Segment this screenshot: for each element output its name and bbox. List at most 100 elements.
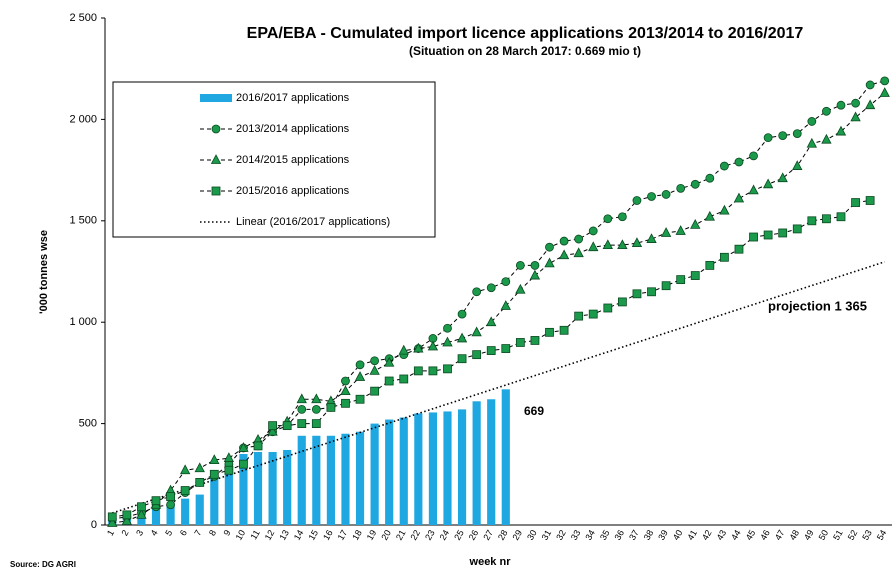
x-tick-label: 7: [192, 528, 203, 537]
marker: [486, 283, 496, 293]
x-tick-label: 19: [365, 528, 379, 542]
marker: [384, 356, 395, 367]
x-tick-label: 46: [758, 528, 772, 542]
marker: [778, 228, 788, 238]
x-tick-label: 16: [321, 528, 335, 542]
bar: [443, 411, 452, 525]
marker: [690, 219, 701, 229]
marker: [647, 287, 656, 297]
marker: [704, 210, 715, 221]
marker: [443, 323, 452, 333]
marker: [326, 402, 336, 412]
marker: [734, 157, 744, 167]
marker: [864, 99, 876, 110]
marker: [588, 226, 598, 236]
marker: [501, 344, 511, 353]
x-tick-label: 32: [554, 528, 568, 542]
marker: [296, 393, 307, 404]
marker: [500, 300, 511, 310]
marker: [311, 419, 321, 429]
marker: [574, 234, 584, 244]
x-tick-label: 1: [105, 528, 116, 537]
marker: [267, 425, 278, 436]
marker: [195, 478, 205, 487]
marker: [705, 173, 715, 183]
marker: [574, 311, 584, 321]
marker: [705, 261, 715, 270]
marker: [792, 224, 802, 234]
x-tick-label: 51: [831, 528, 845, 542]
x-tick-label: 15: [306, 528, 320, 542]
legend-label: 2015/2016 applications: [236, 185, 350, 197]
marker: [690, 179, 700, 189]
marker: [749, 151, 758, 161]
x-tick-label: 20: [379, 528, 393, 542]
marker: [559, 236, 569, 246]
y-tick-label: 2 500: [69, 12, 97, 24]
x-tick-label: 6: [178, 528, 189, 537]
marker: [646, 233, 657, 243]
marker: [515, 261, 525, 270]
x-tick-label: 27: [481, 528, 495, 542]
marker: [822, 106, 831, 116]
marker: [719, 252, 729, 262]
annotation: 669: [524, 404, 544, 418]
marker: [472, 287, 482, 297]
marker: [822, 214, 831, 224]
marker: [457, 309, 467, 319]
marker: [588, 309, 598, 319]
x-tick-label: 28: [496, 528, 510, 542]
x-tick-label: 54: [875, 528, 889, 542]
marker: [865, 80, 875, 90]
bar: [341, 433, 350, 525]
marker: [603, 303, 613, 313]
bar: [224, 464, 233, 525]
marker: [631, 237, 643, 248]
marker: [763, 230, 773, 240]
x-tick-label: 8: [207, 528, 218, 537]
y-tick-label: 2 000: [69, 113, 97, 125]
bar: [268, 451, 277, 525]
marker: [690, 271, 700, 280]
marker: [399, 374, 409, 384]
marker: [107, 512, 117, 522]
x-tick-label: 30: [525, 528, 539, 542]
source: Source: DG AGRI: [10, 560, 76, 569]
legend-label: 2013/2014 applications: [236, 123, 350, 135]
x-tick-label: 31: [540, 528, 554, 542]
x-tick-label: 3: [134, 528, 145, 537]
marker: [224, 465, 234, 475]
marker: [398, 344, 409, 355]
legend: 2016/2017 applications 2013/2014 applicat…: [112, 81, 436, 238]
marker: [239, 459, 248, 469]
marker: [151, 496, 161, 506]
y-tick-label: 1 000: [69, 316, 97, 328]
marker: [865, 196, 875, 205]
x-tick-label: 35: [598, 528, 612, 542]
x-tick-label: 49: [802, 528, 816, 542]
marker: [311, 393, 322, 404]
marker: [341, 398, 350, 408]
marker: [529, 269, 541, 280]
marker: [369, 365, 380, 375]
x-tick-label: 38: [642, 528, 656, 542]
marker: [471, 326, 482, 337]
marker: [238, 442, 249, 452]
bar: [487, 399, 496, 525]
marker: [297, 405, 307, 414]
x-tick-label: 44: [729, 528, 743, 542]
marker: [836, 212, 846, 222]
marker: [661, 281, 671, 291]
marker: [660, 227, 672, 237]
marker: [107, 517, 118, 527]
x-tick-label: 25: [452, 528, 466, 542]
marker: [545, 327, 554, 337]
marker: [617, 297, 627, 307]
x-tick-label: 34: [583, 528, 597, 542]
marker: [209, 469, 219, 479]
marker: [180, 486, 190, 495]
x-tick-label: 39: [656, 528, 670, 542]
bar: [297, 435, 306, 525]
marker: [370, 356, 380, 366]
x-tick-label: 26: [467, 528, 481, 542]
